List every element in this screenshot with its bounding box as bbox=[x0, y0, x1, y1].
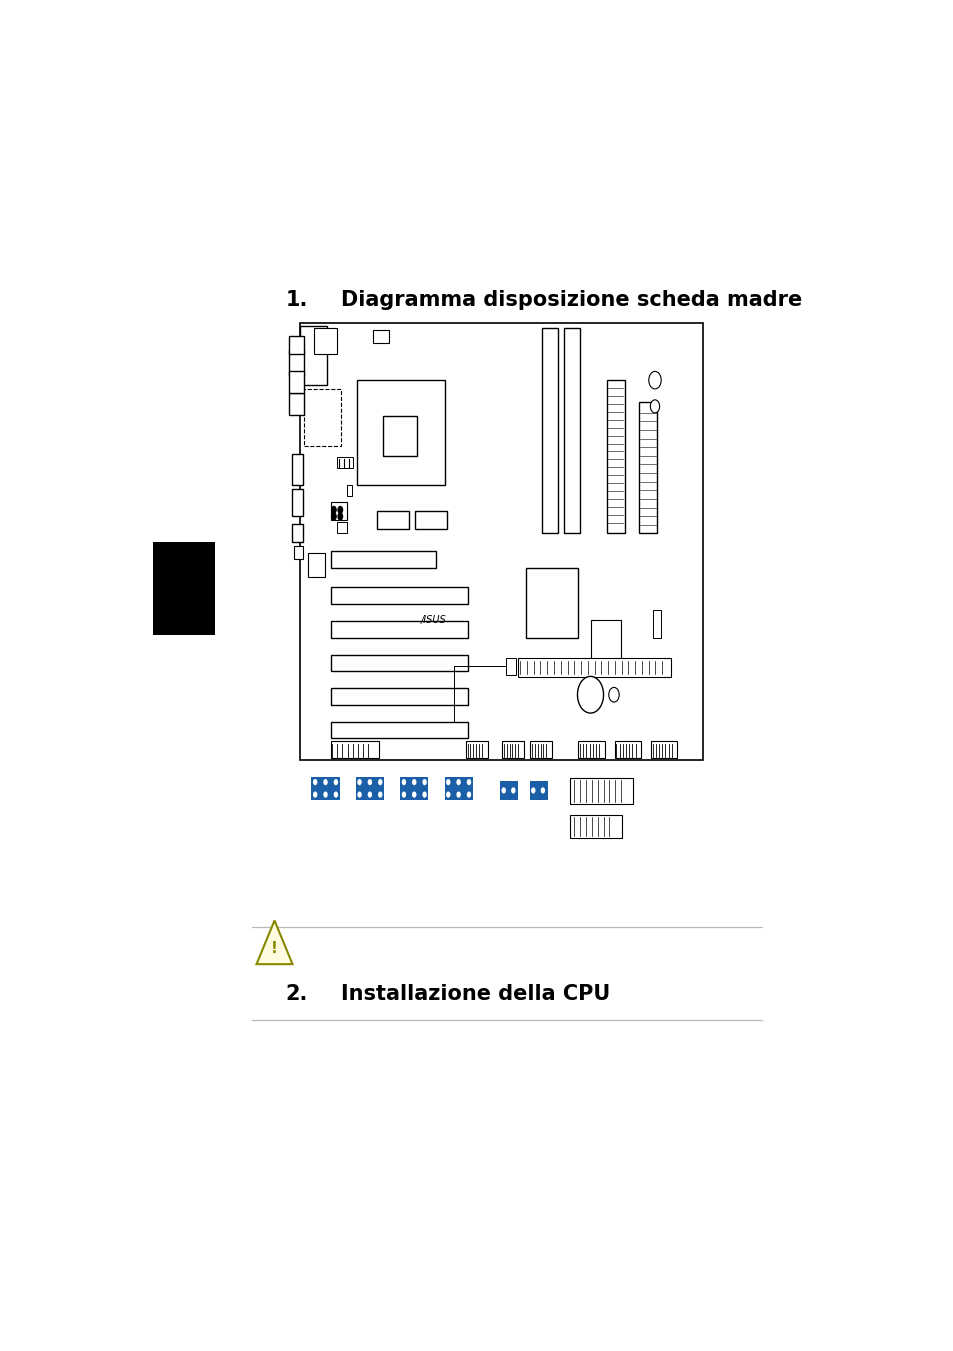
Bar bbox=[292, 489, 302, 516]
Circle shape bbox=[422, 780, 426, 785]
Circle shape bbox=[401, 792, 406, 797]
Circle shape bbox=[648, 372, 660, 389]
Circle shape bbox=[511, 788, 515, 793]
Bar bbox=[400, 777, 428, 800]
Circle shape bbox=[331, 512, 336, 520]
Bar bbox=[289, 336, 304, 354]
Circle shape bbox=[323, 792, 328, 797]
Bar bbox=[525, 567, 578, 638]
Bar bbox=[314, 328, 336, 354]
Polygon shape bbox=[256, 920, 293, 965]
Circle shape bbox=[337, 505, 343, 515]
Circle shape bbox=[466, 792, 471, 797]
Bar bbox=[152, 542, 215, 635]
Bar bbox=[499, 781, 518, 800]
Circle shape bbox=[412, 780, 416, 785]
Bar bbox=[376, 511, 409, 528]
Circle shape bbox=[401, 780, 406, 785]
Bar bbox=[336, 457, 353, 467]
Circle shape bbox=[334, 780, 337, 785]
Circle shape bbox=[446, 792, 450, 797]
Circle shape bbox=[377, 792, 382, 797]
Bar bbox=[639, 403, 657, 534]
Circle shape bbox=[367, 780, 372, 785]
Circle shape bbox=[337, 512, 343, 520]
Circle shape bbox=[357, 780, 361, 785]
Circle shape bbox=[367, 792, 372, 797]
Text: 1.: 1. bbox=[285, 290, 308, 311]
Circle shape bbox=[323, 780, 328, 785]
Bar bbox=[614, 740, 640, 758]
Bar bbox=[415, 511, 447, 528]
Bar bbox=[331, 740, 378, 758]
Bar bbox=[331, 621, 467, 638]
Bar bbox=[590, 620, 620, 665]
Circle shape bbox=[377, 780, 382, 785]
Text: Installazione della CPU: Installazione della CPU bbox=[341, 984, 610, 1004]
Circle shape bbox=[650, 400, 659, 413]
Circle shape bbox=[446, 780, 450, 785]
Bar bbox=[311, 777, 339, 800]
Bar bbox=[331, 654, 467, 671]
Circle shape bbox=[313, 780, 317, 785]
Bar bbox=[530, 740, 552, 758]
Bar bbox=[346, 485, 352, 496]
Circle shape bbox=[422, 792, 426, 797]
Bar bbox=[289, 350, 304, 376]
Bar bbox=[465, 740, 487, 758]
Bar bbox=[355, 777, 383, 800]
Bar bbox=[308, 553, 324, 577]
Bar bbox=[517, 658, 670, 677]
Bar bbox=[292, 524, 302, 542]
Circle shape bbox=[608, 688, 618, 703]
Circle shape bbox=[412, 792, 416, 797]
Circle shape bbox=[313, 792, 317, 797]
Bar bbox=[501, 740, 523, 758]
Circle shape bbox=[334, 792, 337, 797]
Circle shape bbox=[331, 505, 336, 515]
Circle shape bbox=[456, 792, 460, 797]
Circle shape bbox=[466, 780, 471, 785]
Bar bbox=[294, 546, 303, 559]
Bar bbox=[570, 778, 633, 804]
Text: Diagramma disposizione scheda madre: Diagramma disposizione scheda madre bbox=[341, 290, 801, 311]
Circle shape bbox=[531, 788, 535, 793]
Circle shape bbox=[456, 780, 460, 785]
Bar bbox=[578, 740, 604, 758]
Circle shape bbox=[540, 788, 544, 793]
Bar bbox=[373, 330, 389, 343]
Bar bbox=[289, 393, 304, 415]
Bar bbox=[444, 777, 472, 800]
Bar bbox=[529, 781, 547, 800]
Bar bbox=[650, 740, 677, 758]
Bar bbox=[289, 372, 304, 393]
Text: !: ! bbox=[271, 940, 277, 955]
Bar bbox=[292, 454, 302, 485]
Bar bbox=[606, 380, 624, 534]
Bar bbox=[570, 816, 621, 838]
Bar bbox=[336, 521, 346, 534]
Circle shape bbox=[577, 677, 603, 713]
Bar bbox=[541, 328, 558, 534]
Bar bbox=[331, 551, 436, 567]
Bar bbox=[356, 380, 445, 485]
Circle shape bbox=[501, 788, 505, 793]
Text: 2.: 2. bbox=[285, 984, 308, 1004]
Bar bbox=[331, 688, 467, 705]
Text: /ISUS: /ISUS bbox=[420, 616, 446, 626]
Bar bbox=[383, 416, 416, 455]
Bar bbox=[331, 721, 467, 739]
Bar bbox=[331, 503, 346, 520]
Bar bbox=[331, 588, 467, 604]
Bar bbox=[304, 389, 340, 446]
Bar bbox=[652, 609, 660, 638]
Bar bbox=[300, 323, 702, 761]
Circle shape bbox=[357, 792, 361, 797]
Bar bbox=[300, 326, 326, 385]
Bar bbox=[564, 328, 579, 534]
Bar bbox=[505, 658, 516, 676]
